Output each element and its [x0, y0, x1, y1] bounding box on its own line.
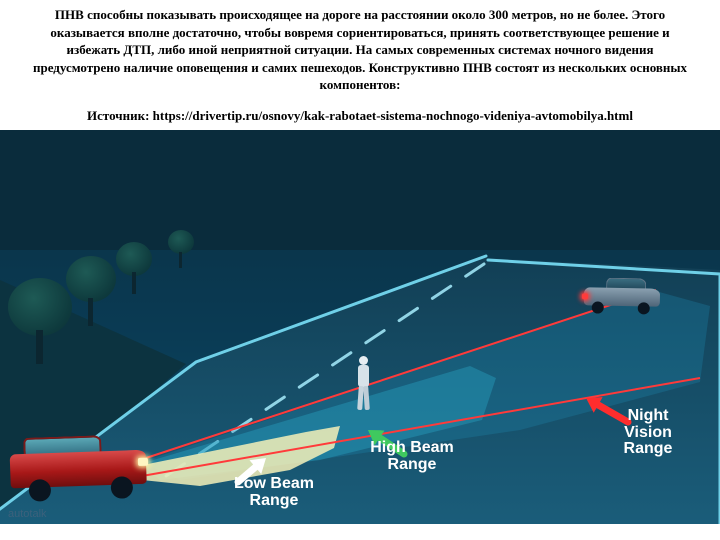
far-car — [584, 275, 663, 312]
source-line: Источник: https://drivertip.ru/osnovy/ka… — [0, 108, 720, 124]
watermark: autotalk — [8, 508, 47, 520]
night-vision-diagram: Low Beam Range High Beam Range Night Vis… — [0, 130, 720, 524]
near-car — [9, 429, 151, 496]
pedestrian — [354, 356, 372, 412]
body-paragraph: ПНВ способны показывать происходящее на … — [0, 0, 720, 98]
